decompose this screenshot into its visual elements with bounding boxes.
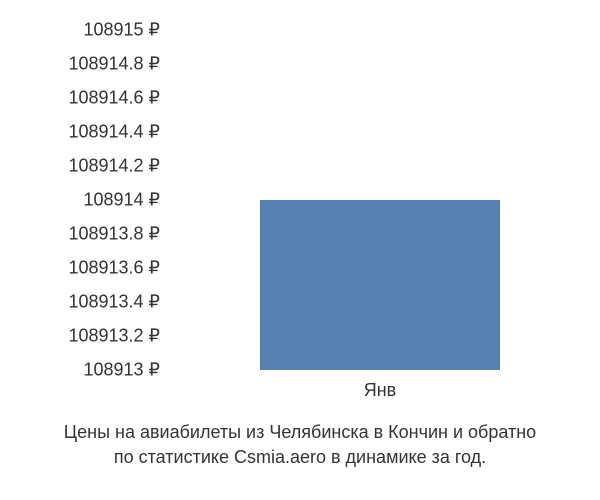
plot-area: [180, 30, 580, 370]
y-tick-label: 108913 ₽: [83, 360, 160, 381]
y-tick-label: 108914.6 ₽: [68, 88, 160, 109]
y-tick-label: 108915 ₽: [83, 20, 160, 41]
y-tick-label: 108913.4 ₽: [68, 292, 160, 313]
y-tick-label: 108914.2 ₽: [68, 156, 160, 177]
chart-caption: Цены на авиабилеты из Челябинска в Кончи…: [0, 420, 600, 470]
y-tick-label: 108914.4 ₽: [68, 122, 160, 143]
y-tick-label: 108913.2 ₽: [68, 326, 160, 347]
caption-line-1: Цены на авиабилеты из Челябинска в Кончи…: [0, 420, 600, 445]
y-tick-label: 108913.8 ₽: [68, 224, 160, 245]
chart-container: 108915 ₽108914.8 ₽108914.6 ₽108914.4 ₽10…: [20, 30, 580, 400]
y-axis: 108915 ₽108914.8 ₽108914.6 ₽108914.4 ₽10…: [20, 30, 170, 370]
y-tick-label: 108914.8 ₽: [68, 54, 160, 75]
y-tick-label: 108913.6 ₽: [68, 258, 160, 279]
y-tick-label: 108914 ₽: [83, 190, 160, 211]
bar: [260, 200, 500, 370]
x-tick-label: Янв: [364, 380, 397, 401]
caption-line-2: по статистике Csmia.aero в динамике за г…: [0, 445, 600, 470]
